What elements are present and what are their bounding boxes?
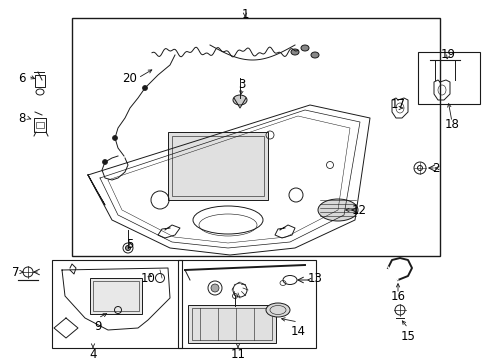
Bar bbox=[168, 132, 267, 200]
Text: 2: 2 bbox=[431, 162, 439, 175]
Text: 16: 16 bbox=[390, 290, 405, 303]
Text: 6: 6 bbox=[18, 72, 26, 85]
Bar bbox=[35, 75, 45, 87]
Text: 19: 19 bbox=[440, 48, 454, 61]
Text: 1: 1 bbox=[241, 8, 248, 21]
Ellipse shape bbox=[265, 303, 289, 317]
Ellipse shape bbox=[210, 284, 219, 292]
Ellipse shape bbox=[142, 85, 147, 90]
Text: 3: 3 bbox=[238, 78, 245, 91]
Ellipse shape bbox=[310, 52, 318, 58]
Text: 15: 15 bbox=[400, 330, 415, 343]
Text: 5: 5 bbox=[126, 238, 133, 251]
Bar bbox=[178, 260, 315, 348]
Ellipse shape bbox=[290, 49, 298, 55]
Text: 18: 18 bbox=[444, 118, 459, 131]
Text: 17: 17 bbox=[390, 98, 405, 111]
Ellipse shape bbox=[232, 95, 246, 105]
Ellipse shape bbox=[102, 159, 107, 165]
Text: 14: 14 bbox=[290, 325, 305, 338]
Text: 8: 8 bbox=[18, 112, 26, 125]
Text: 10: 10 bbox=[140, 272, 155, 285]
Bar bbox=[187, 305, 275, 343]
Text: 4: 4 bbox=[89, 348, 97, 360]
Text: 20: 20 bbox=[122, 72, 137, 85]
Text: 12: 12 bbox=[351, 203, 366, 216]
Bar bbox=[192, 308, 271, 340]
Ellipse shape bbox=[125, 246, 130, 251]
Bar bbox=[52, 260, 182, 348]
Ellipse shape bbox=[112, 135, 117, 140]
Bar bbox=[36, 122, 44, 128]
Text: 13: 13 bbox=[307, 271, 322, 284]
Bar bbox=[34, 118, 46, 132]
Text: 7: 7 bbox=[12, 266, 20, 279]
Text: 11: 11 bbox=[230, 348, 245, 360]
Bar bbox=[90, 278, 142, 314]
Ellipse shape bbox=[301, 45, 308, 51]
Text: 9: 9 bbox=[94, 320, 102, 333]
Bar bbox=[72, 18, 439, 256]
Bar bbox=[172, 136, 264, 196]
Bar bbox=[417, 52, 479, 104]
Ellipse shape bbox=[317, 199, 357, 221]
Bar bbox=[93, 281, 139, 311]
